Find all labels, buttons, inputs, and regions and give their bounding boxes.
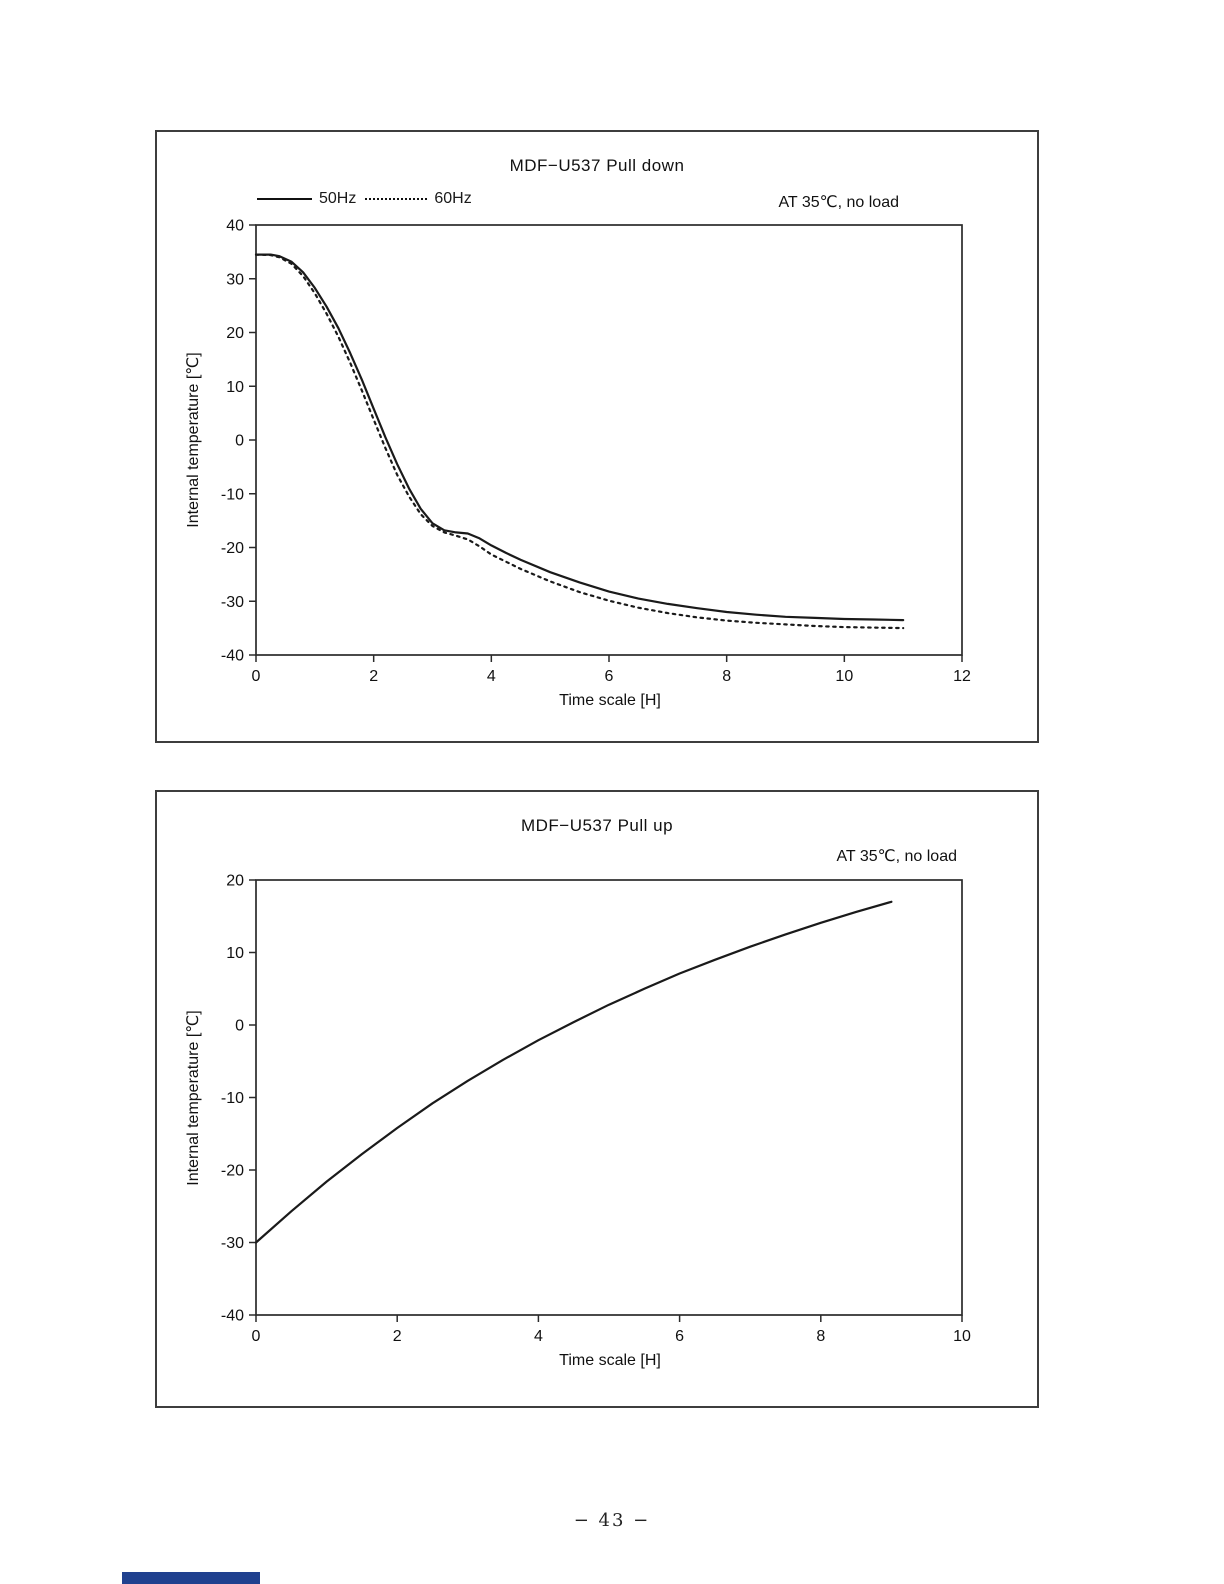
bottom-left-blue-bar xyxy=(122,1572,260,1584)
y-tick-label: -10 xyxy=(221,1090,244,1107)
solid-line-sample-icon xyxy=(257,198,312,200)
pulldown-condition-note: AT 35℃, no load xyxy=(778,194,899,211)
y-tick-label: 30 xyxy=(226,271,244,288)
y-tick-label: 10 xyxy=(226,379,244,396)
y-tick-label: -10 xyxy=(221,486,244,503)
x-tick-label: 2 xyxy=(393,1328,402,1345)
pullup-chart-title: MDF−U537 Pull up xyxy=(520,816,674,835)
x-tick-label: 10 xyxy=(835,668,853,685)
x-tick-label: 8 xyxy=(816,1328,825,1345)
series-60Hz xyxy=(254,253,905,630)
pulldown-chart-panel: MDF−U537 Pull down 50Hz 60Hz AT 35℃, no … xyxy=(155,130,1039,743)
y-tick-label: -30 xyxy=(221,594,244,611)
pullup-chart-panel: MDF−U537 Pull up AT 35℃, no load Interna… xyxy=(155,790,1039,1408)
series-50Hz xyxy=(254,253,905,622)
pullup-plot: 0 2 4 6 8 10 20 10 0 -10 -20 -30 -40 xyxy=(221,873,971,1346)
y-tick-label: 0 xyxy=(235,1018,244,1035)
pulldown-x-axis-title: Time scale [H] xyxy=(559,692,661,709)
x-tick-label: 12 xyxy=(953,668,971,685)
legend-50hz-label: 50Hz xyxy=(319,190,357,207)
x-tick-label: 8 xyxy=(722,668,731,685)
x-tick-label: 10 xyxy=(953,1328,971,1345)
y-tick-label: 20 xyxy=(226,873,244,890)
x-tick-label: 4 xyxy=(487,668,496,685)
x-tick-label: 0 xyxy=(252,1328,261,1345)
pulldown-legend: 50Hz 60Hz xyxy=(257,190,472,208)
legend-item-50hz: 50Hz xyxy=(257,190,356,208)
y-tick-label: 20 xyxy=(226,325,244,342)
pullup-condition-note: AT 35℃, no load xyxy=(836,848,957,865)
y-tick-label: -20 xyxy=(221,540,244,557)
y-tick-label: 0 xyxy=(235,433,244,450)
y-tick-label: -30 xyxy=(221,1235,244,1252)
x-tick-label: 0 xyxy=(252,668,261,685)
pulldown-chart-title: MDF−U537 Pull down xyxy=(509,156,685,175)
legend-item-60hz: 60Hz xyxy=(365,190,472,208)
y-tick-label: 40 xyxy=(226,218,244,235)
x-tick-label: 6 xyxy=(675,1328,684,1345)
x-tick-label: 4 xyxy=(534,1328,543,1345)
y-tick-label: -40 xyxy=(221,648,244,665)
y-tick-label: 10 xyxy=(226,945,244,962)
x-tick-label: 6 xyxy=(605,668,614,685)
y-tick-label: -40 xyxy=(221,1308,244,1325)
pullup-x-axis-title: Time scale [H] xyxy=(559,1352,661,1369)
dotted-line-sample-icon xyxy=(365,198,428,200)
series-line xyxy=(254,900,893,1244)
y-tick-label: -20 xyxy=(221,1163,244,1180)
plot-frame xyxy=(255,879,963,1316)
x-tick-label: 2 xyxy=(369,668,378,685)
pulldown-plot: 0 2 4 6 8 10 12 40 30 20 10 0 -10 -20 -30 -40 xyxy=(221,218,971,686)
page-number: − 43 − xyxy=(573,1510,651,1531)
legend-60hz-label: 60Hz xyxy=(434,190,472,207)
